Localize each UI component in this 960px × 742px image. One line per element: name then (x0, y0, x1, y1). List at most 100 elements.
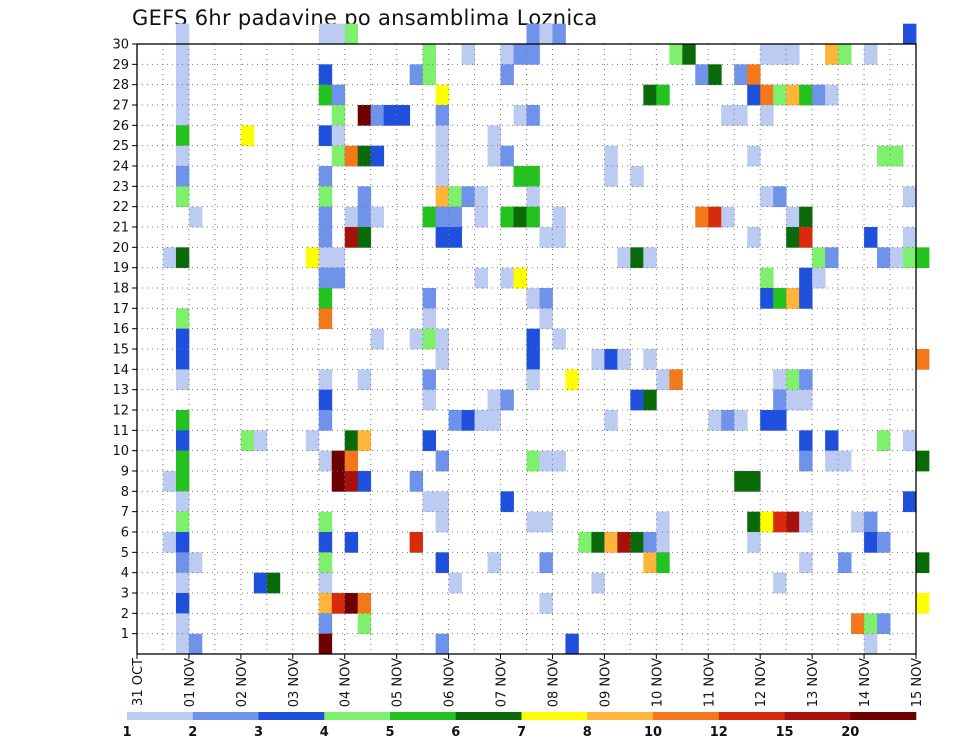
heatmap-cell (513, 105, 527, 126)
x-tick-label: 31 OCT (131, 658, 146, 706)
heatmap-cell (162, 247, 177, 269)
heatmap-cell (318, 247, 333, 269)
heatmap-cell (474, 186, 488, 208)
heatmap-cell (331, 471, 346, 492)
heatmap-cell (604, 145, 618, 167)
heatmap-cell (825, 84, 839, 106)
heatmap-cell (565, 633, 579, 655)
heatmap-cell (877, 145, 891, 167)
heatmap-cell (318, 532, 333, 553)
y-tick-label: 4 (121, 566, 129, 581)
heatmap-cell (760, 288, 774, 309)
heatmap-cell (591, 532, 605, 553)
heatmap-cell (487, 552, 501, 574)
heatmap-cell (318, 369, 333, 391)
heatmap-cell (734, 64, 748, 86)
heatmap-cell (786, 84, 800, 106)
chart-title: GEFS 6hr padavine po ansamblima Loznica (132, 6, 598, 30)
heatmap-cell (604, 166, 618, 187)
heatmap-cell (825, 450, 839, 472)
heatmap-cell (422, 430, 437, 452)
heatmap-cell (526, 450, 540, 472)
heatmap-cell (656, 552, 670, 574)
heatmap-cell (656, 511, 670, 533)
heatmap-cell (747, 64, 761, 86)
heatmap-cell (318, 552, 333, 574)
heatmap-cell (435, 491, 449, 513)
color-legend: 1 2 3 4 5 6 7 8 10 12 15 20 (122, 712, 917, 740)
heatmap-cell (786, 288, 800, 309)
heatmap-cell (370, 105, 385, 126)
heatmap-cell (448, 572, 462, 594)
heatmap-cell (799, 84, 813, 106)
heatmap-cell (526, 511, 540, 533)
heatmap-cell (773, 369, 787, 391)
heatmap-cell (903, 491, 917, 513)
legend-swatch (258, 712, 325, 720)
heatmap-cell (747, 145, 761, 167)
heatmap-cell (318, 267, 333, 289)
y-tick-label: 21 (112, 221, 129, 236)
heatmap-cell (188, 206, 203, 228)
heatmap-cell (175, 633, 190, 655)
heatmap-cell (422, 44, 437, 65)
y-tick-label: 16 (112, 322, 129, 337)
x-tick-label: 08 NOV (547, 658, 562, 707)
heatmap-cell (903, 227, 917, 248)
heatmap-cell (747, 511, 761, 533)
heatmap-cell (461, 44, 475, 65)
heatmap-cell (539, 552, 553, 574)
heatmap-cell (513, 44, 527, 65)
heatmap-cell (734, 105, 748, 126)
heatmap-cell (604, 349, 618, 370)
heatmap-cell (552, 206, 566, 228)
heatmap-cell (357, 430, 372, 452)
heatmap-cell (175, 247, 190, 269)
heatmap-cell (591, 572, 605, 594)
grid-lines (137, 44, 916, 654)
heatmap-cell (695, 206, 709, 228)
heatmap-cell (539, 227, 553, 248)
heatmap-cell (331, 593, 346, 614)
heatmap-cell (357, 369, 372, 391)
heatmap-cell (487, 145, 501, 167)
heatmap-cell (617, 349, 631, 370)
heatmap-cell (669, 369, 683, 391)
y-tick-label: 17 (112, 302, 129, 317)
heatmap-cell (747, 227, 761, 248)
heatmap-cell (318, 308, 333, 330)
heatmap-cell (526, 186, 540, 208)
heatmap-cell (552, 23, 566, 45)
heatmap-cell (916, 593, 930, 614)
heatmap-cell (851, 511, 865, 533)
y-tick-label: 24 (112, 160, 129, 175)
y-tick-label: 12 (112, 404, 129, 419)
heatmap-cell (630, 389, 644, 411)
heatmap-cell (552, 227, 566, 248)
heatmap-cell (253, 430, 268, 452)
heatmap-cell (643, 349, 657, 370)
heatmap-cell (474, 206, 488, 228)
heatmap-cell (370, 145, 385, 167)
heatmap-cell (435, 227, 449, 248)
heatmap-cell (175, 430, 190, 452)
heatmap-cell (344, 227, 359, 248)
heatmap-cell (799, 450, 813, 472)
heatmap-cell (487, 389, 501, 411)
y-tick-label: 6 (121, 526, 129, 541)
heatmap-cell (448, 206, 462, 228)
y-tick-label: 22 (112, 200, 129, 215)
heatmap-cell (526, 369, 540, 391)
heatmap-cell (500, 145, 514, 167)
heatmap-cell (656, 369, 670, 391)
heatmap-cell (760, 105, 774, 126)
heatmap-cell (318, 511, 333, 533)
heatmap-cell (175, 410, 190, 431)
heatmap-cell (266, 572, 281, 594)
heatmap-cell (331, 145, 346, 167)
heatmap-cell (175, 552, 190, 574)
heatmap-cell (331, 125, 346, 147)
x-tick-label: 02 NOV (235, 658, 250, 707)
heatmap-cell (760, 186, 774, 208)
y-tick-label: 5 (121, 546, 129, 561)
